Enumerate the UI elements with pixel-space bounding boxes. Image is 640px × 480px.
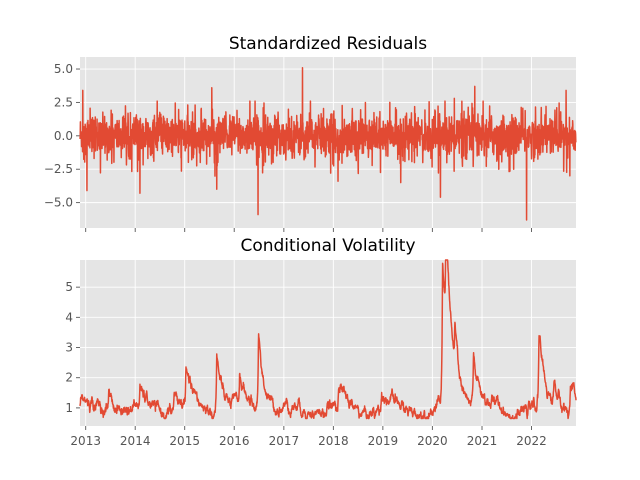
residuals-chart: Standardized Residuals 5.0 2.5 0.0 −2.5 −5.0 [44, 34, 577, 232]
volatility-title: Conditional Volatility [240, 236, 415, 256]
volatility-x-axis: 2013 2014 2015 2016 2017 2018 2019 2020 2021 2022 [70, 426, 547, 448]
y-tick-label: 3 [65, 341, 73, 355]
y-tick-label: 0.0 [54, 129, 73, 143]
x-tick-label: 2019 [368, 434, 399, 448]
residuals-x-axis [85, 228, 532, 232]
x-tick-label: 2022 [516, 434, 547, 448]
x-tick-label: 2021 [467, 434, 498, 448]
y-tick-label: 5 [65, 280, 73, 294]
residuals-y-axis: 5.0 2.5 0.0 −2.5 −5.0 [44, 62, 80, 210]
x-tick-label: 2017 [269, 434, 300, 448]
y-tick-label: −5.0 [44, 196, 73, 210]
volatility-series-line [79, 259, 577, 420]
x-tick-label: 2013 [70, 434, 101, 448]
y-tick-label: 2 [65, 371, 73, 385]
y-tick-label: 5.0 [54, 62, 73, 76]
x-tick-label: 2020 [417, 434, 448, 448]
y-tick-label: 4 [65, 310, 73, 324]
y-tick-label: −2.5 [44, 162, 73, 176]
y-tick-label: 1 [65, 401, 73, 415]
residuals-title: Standardized Residuals [229, 34, 427, 54]
x-tick-label: 2014 [120, 434, 151, 448]
volatility-y-axis: 5 4 3 2 1 [65, 280, 80, 415]
y-tick-label: 2.5 [54, 95, 73, 109]
residuals-series-line [79, 66, 577, 221]
x-tick-label: 2018 [318, 434, 349, 448]
x-tick-label: 2015 [169, 434, 200, 448]
x-tick-label: 2016 [219, 434, 250, 448]
